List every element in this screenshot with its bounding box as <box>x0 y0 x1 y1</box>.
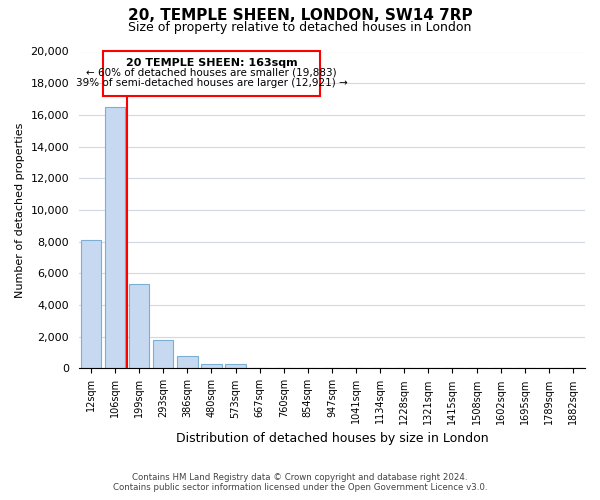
Text: 39% of semi-detached houses are larger (12,921) →: 39% of semi-detached houses are larger (… <box>76 78 347 88</box>
Bar <box>177 356 197 368</box>
Text: ← 60% of detached houses are smaller (19,883): ← 60% of detached houses are smaller (19… <box>86 68 337 78</box>
Bar <box>201 364 221 368</box>
Text: Contains HM Land Registry data © Crown copyright and database right 2024.
Contai: Contains HM Land Registry data © Crown c… <box>113 473 487 492</box>
Text: 20, TEMPLE SHEEN, LONDON, SW14 7RP: 20, TEMPLE SHEEN, LONDON, SW14 7RP <box>128 8 472 22</box>
X-axis label: Distribution of detached houses by size in London: Distribution of detached houses by size … <box>176 432 488 445</box>
Bar <box>105 107 125 368</box>
Bar <box>226 364 246 368</box>
Text: 20 TEMPLE SHEEN: 163sqm: 20 TEMPLE SHEEN: 163sqm <box>125 58 297 68</box>
Text: Size of property relative to detached houses in London: Size of property relative to detached ho… <box>128 21 472 34</box>
Bar <box>129 284 149 368</box>
Bar <box>153 340 173 368</box>
Bar <box>81 240 101 368</box>
Y-axis label: Number of detached properties: Number of detached properties <box>15 122 25 298</box>
FancyBboxPatch shape <box>103 52 320 96</box>
